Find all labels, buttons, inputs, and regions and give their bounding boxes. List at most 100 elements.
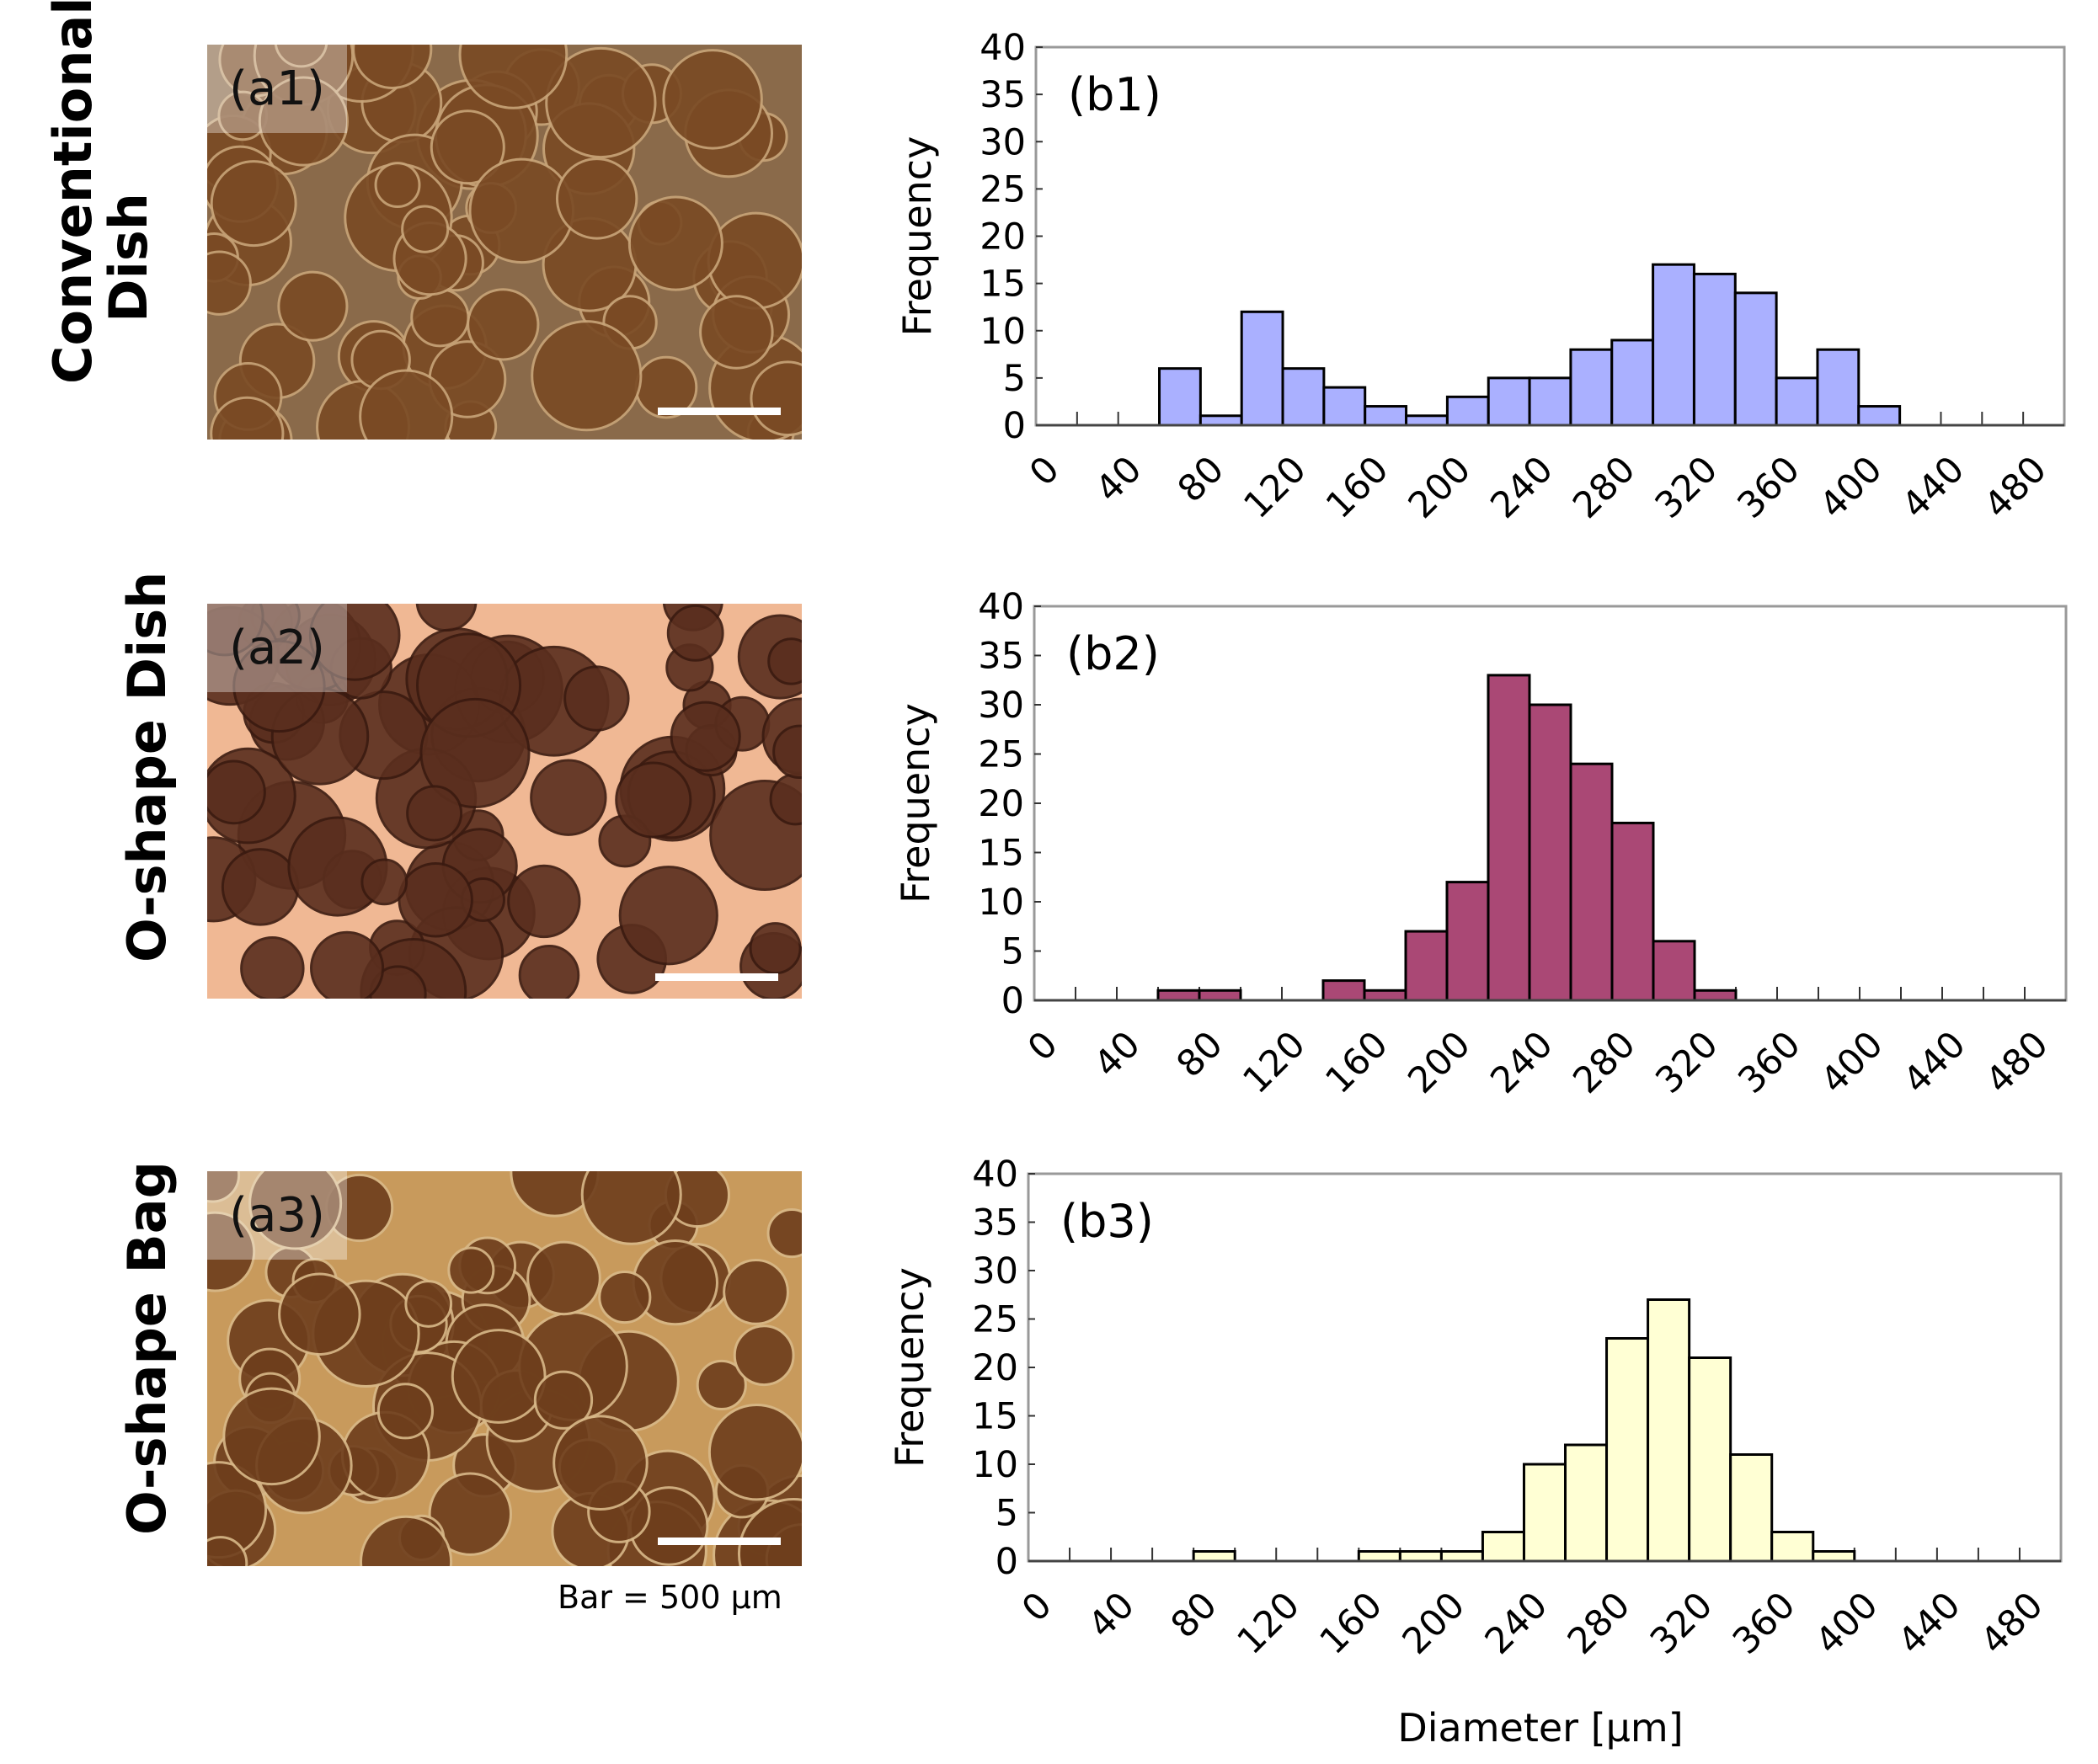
x-tick-label: 360 (1730, 448, 1808, 526)
x-tick-label: 160 (1318, 448, 1396, 526)
spheroid (232, 639, 326, 733)
y-tick-label: 15 (978, 833, 1024, 875)
y-tick-label: 20 (980, 216, 1026, 258)
spheroid (627, 195, 723, 291)
x-tick-label: 200 (1395, 1584, 1473, 1662)
panel-label: (b1) (1068, 68, 1161, 121)
spheroid (699, 295, 774, 370)
spheroid (430, 109, 505, 185)
spheroid (207, 250, 252, 316)
spheroid (666, 604, 724, 662)
y-tick-label: 25 (972, 1299, 1018, 1341)
histogram-bar (1192, 1550, 1236, 1563)
histogram-bar (1812, 1550, 1856, 1563)
histogram-bar (1321, 979, 1366, 1002)
histogram-bar (1569, 762, 1614, 1002)
scale-bar (658, 408, 781, 415)
spheroid (563, 665, 630, 732)
histogram-bar (1198, 414, 1243, 427)
spheroid (308, 604, 401, 681)
x-tick-label: 320 (1647, 448, 1726, 526)
x-tick-label: 480 (1973, 1584, 2051, 1662)
spheroid (507, 864, 581, 939)
spheroid (458, 45, 569, 109)
plot-area (1034, 45, 2066, 427)
y-tick-label: 5 (1001, 931, 1024, 973)
y-tick-label: 30 (980, 121, 1026, 163)
spheroid (222, 1387, 321, 1486)
photo-label: (a1) (207, 45, 347, 133)
spheroid (696, 1359, 747, 1411)
y-tick-label: 35 (980, 74, 1026, 116)
histogram-bar (1156, 989, 1201, 1002)
panel-label: (b3) (1060, 1195, 1154, 1248)
y-tick-label: 40 (972, 1154, 1018, 1196)
x-tick-label: 160 (1317, 1023, 1396, 1101)
x-tick-label: 200 (1400, 1023, 1478, 1101)
histogram-bar (1405, 414, 1449, 427)
x-tick-label: 160 (1312, 1584, 1391, 1662)
histogram-bar (1404, 930, 1449, 1002)
x-tick-label: 80 (1170, 448, 1232, 510)
spheroid (451, 1329, 547, 1424)
x-tick-label: 120 (1236, 448, 1314, 526)
histogram-bar (1816, 348, 1860, 427)
spheroid (207, 759, 266, 825)
histogram-bar (1322, 386, 1367, 427)
histogram-bar (1445, 395, 1490, 427)
spheroid (766, 1208, 802, 1259)
spheroid (555, 157, 638, 240)
spheroid (352, 45, 433, 89)
histogram-bar (1158, 367, 1202, 427)
histogram-bar (1733, 291, 1778, 427)
histogram-bar (1652, 263, 1695, 427)
spheroid (406, 785, 463, 842)
scale-bar (655, 973, 778, 981)
y-tick-label: 20 (978, 783, 1024, 825)
spheroid-image (207, 45, 802, 440)
y-tick-label: 5 (996, 1493, 1018, 1535)
y-tick-label: 0 (996, 1541, 1018, 1583)
histogram-bar (1693, 989, 1738, 1002)
x-tick-label: 200 (1401, 448, 1479, 526)
histogram-bar (1487, 674, 1531, 1002)
histogram-bar (1528, 376, 1572, 427)
histogram-bar (1481, 1531, 1525, 1563)
spheroid (723, 1258, 789, 1325)
scale-bar-note: Bar = 500 µm (558, 1579, 782, 1616)
y-tick-label: 40 (980, 27, 1026, 69)
histogram-bar (1857, 405, 1902, 427)
spheroid (598, 1270, 652, 1324)
micrograph-a1: (a1) (207, 45, 802, 440)
y-axis-label: Frequency (887, 1267, 932, 1468)
micrograph-a3: (a3) (207, 1171, 802, 1566)
x-tick-label: 40 (1087, 448, 1150, 510)
spheroid (258, 76, 349, 167)
x-axis-label: Diameter [µm] (1397, 1705, 1683, 1751)
spheroid (359, 369, 454, 440)
histogram-bar (1564, 1443, 1609, 1563)
x-tick-label: 480 (1977, 448, 2055, 526)
x-tick-label: 240 (1477, 1584, 1556, 1662)
histogram-bar (1487, 376, 1531, 427)
spheroid (274, 45, 328, 68)
spheroid (240, 936, 305, 999)
histogram-bar (1610, 338, 1655, 427)
spheroid (707, 1403, 802, 1501)
histogram-bar (1652, 940, 1696, 1002)
y-tick-label: 35 (978, 636, 1024, 678)
spheroid (248, 1171, 343, 1250)
spheroid (374, 162, 421, 209)
histogram-bar (1364, 405, 1408, 427)
x-tick-label: 280 (1565, 448, 1643, 526)
spheroid (545, 46, 657, 159)
histogram-bar (1439, 1550, 1484, 1563)
spheroid (618, 866, 718, 966)
spheroid (207, 604, 264, 657)
x-tick-label: 440 (1894, 448, 1973, 526)
histogram-bar (1775, 376, 1819, 427)
histogram-bar (1647, 1298, 1691, 1563)
histogram-bar (1522, 1463, 1567, 1563)
spheroid (207, 1536, 248, 1566)
